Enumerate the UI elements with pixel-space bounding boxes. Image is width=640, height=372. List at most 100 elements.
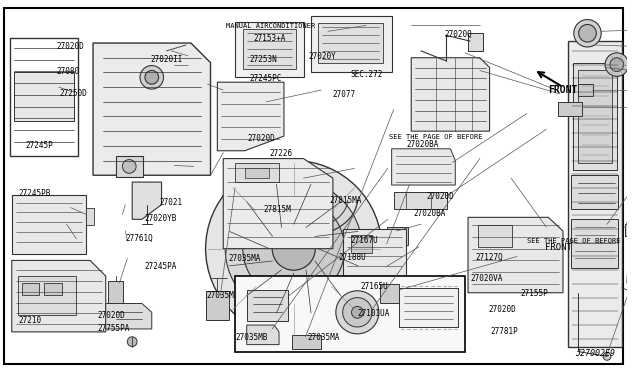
Bar <box>86 208 94 225</box>
Bar <box>380 284 399 304</box>
Bar <box>205 291 229 320</box>
Text: 27020Q: 27020Q <box>445 31 473 39</box>
Text: 27101UA: 27101UA <box>357 309 390 318</box>
Circle shape <box>225 180 362 317</box>
Text: 27226: 27226 <box>269 149 292 158</box>
Text: 27020D: 27020D <box>489 305 516 314</box>
Text: 27761Q: 27761Q <box>125 234 153 243</box>
Polygon shape <box>106 304 152 329</box>
Polygon shape <box>223 158 333 248</box>
Bar <box>377 266 397 282</box>
Bar <box>578 84 593 96</box>
Text: SEE THE PAGE OF BEFORE: SEE THE PAGE OF BEFORE <box>527 238 620 244</box>
Text: 27080: 27080 <box>56 67 79 76</box>
Bar <box>571 175 618 209</box>
Text: 27188U: 27188U <box>339 253 366 262</box>
Bar <box>18 276 76 315</box>
Bar <box>399 288 458 327</box>
Circle shape <box>243 198 345 299</box>
Text: 27815MA: 27815MA <box>329 196 362 205</box>
Text: MANUAL AIRCONDITIONER: MANUAL AIRCONDITIONER <box>225 23 315 29</box>
Polygon shape <box>132 182 161 219</box>
Text: 27210: 27210 <box>19 316 42 325</box>
Bar <box>108 281 124 302</box>
Polygon shape <box>93 43 211 175</box>
Text: 27127Q: 27127Q <box>475 253 503 262</box>
Text: 27153+A: 27153+A <box>254 34 286 43</box>
Text: 27245P: 27245P <box>25 141 53 150</box>
Text: 27245PB: 27245PB <box>19 189 51 198</box>
Circle shape <box>272 227 316 270</box>
Text: 27815M: 27815M <box>263 205 291 214</box>
Text: 27165U: 27165U <box>360 282 388 291</box>
Text: 27035MB: 27035MB <box>235 333 268 341</box>
Bar <box>235 276 465 352</box>
Text: 27020II: 27020II <box>150 55 183 64</box>
Bar <box>116 155 143 177</box>
Bar <box>243 29 296 68</box>
Circle shape <box>610 58 624 71</box>
Bar <box>22 283 39 295</box>
Circle shape <box>336 291 379 334</box>
Bar <box>387 227 408 245</box>
Bar <box>394 192 447 209</box>
Polygon shape <box>247 325 279 344</box>
Polygon shape <box>412 58 490 131</box>
Circle shape <box>205 161 382 337</box>
Text: 27020Y: 27020Y <box>308 52 336 61</box>
Circle shape <box>342 298 372 327</box>
Bar <box>44 283 61 295</box>
Text: 27077: 27077 <box>332 90 355 99</box>
Text: 27250D: 27250D <box>60 89 87 97</box>
Bar <box>478 225 512 247</box>
Text: 27035MA: 27035MA <box>228 254 261 263</box>
Circle shape <box>140 65 163 89</box>
Text: 27167U: 27167U <box>351 236 379 245</box>
Text: 27020D: 27020D <box>97 311 125 320</box>
Bar <box>244 169 269 178</box>
Circle shape <box>574 20 601 47</box>
Text: FRONT: FRONT <box>548 85 578 95</box>
Bar <box>558 102 582 115</box>
Polygon shape <box>312 16 392 73</box>
Bar <box>13 73 74 121</box>
Text: 27020D: 27020D <box>248 134 275 143</box>
Text: 27755PA: 27755PA <box>97 324 129 333</box>
Polygon shape <box>218 82 284 151</box>
Circle shape <box>605 53 628 76</box>
Bar <box>235 163 279 182</box>
Circle shape <box>122 160 136 173</box>
Polygon shape <box>392 149 455 185</box>
Text: 27020VA: 27020VA <box>470 275 502 283</box>
Bar <box>247 290 288 321</box>
Text: 27020BA: 27020BA <box>406 140 438 149</box>
Text: 27020BA: 27020BA <box>413 209 446 218</box>
Circle shape <box>351 307 364 318</box>
Polygon shape <box>12 260 106 332</box>
Circle shape <box>145 70 159 84</box>
Bar <box>318 23 383 62</box>
Text: 27020YB: 27020YB <box>144 214 177 223</box>
Bar <box>625 224 636 236</box>
Polygon shape <box>342 229 406 283</box>
Bar <box>351 235 372 253</box>
Text: 27035MA: 27035MA <box>307 333 339 341</box>
Text: 27245PA: 27245PA <box>144 262 177 271</box>
Text: 27035M: 27035M <box>207 291 234 300</box>
Polygon shape <box>568 41 621 347</box>
Circle shape <box>603 352 611 360</box>
Text: 27781P: 27781P <box>490 327 518 336</box>
Text: SEC.272: SEC.272 <box>351 70 383 79</box>
Text: J27002E9: J27002E9 <box>575 349 615 358</box>
Text: FRONT: FRONT <box>545 243 572 253</box>
Bar <box>292 335 321 349</box>
Text: 27245PC: 27245PC <box>250 74 282 83</box>
Text: 27020D: 27020D <box>426 192 454 201</box>
Text: 27021: 27021 <box>160 198 183 207</box>
Polygon shape <box>468 217 563 293</box>
Circle shape <box>127 337 137 347</box>
Text: 27020D: 27020D <box>56 42 84 51</box>
Text: 27253N: 27253N <box>250 55 277 64</box>
Circle shape <box>579 25 596 42</box>
Bar <box>468 33 483 51</box>
